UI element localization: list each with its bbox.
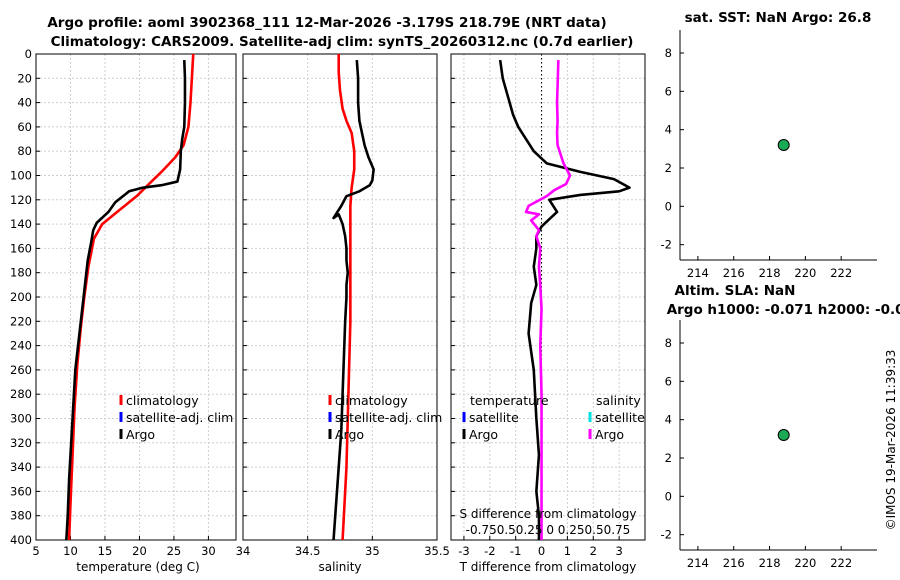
- difference-panel: -3 -2 -1 0 1 2 3 temperature satellite Argo salini…: [450, 53, 646, 558]
- temperature-xtick-label: 25: [167, 544, 182, 558]
- diff-legend-t-satellite-label: satellite: [469, 410, 519, 425]
- depth-tick-label: 380: [10, 509, 32, 523]
- salinity-series-climatology: [337, 54, 356, 541]
- depth-tick-label: 360: [10, 484, 32, 498]
- main-title-line2: Climatology: CARS2009. Satellite-adj cli…: [51, 34, 634, 50]
- depth-tick-label: 280: [10, 387, 32, 401]
- difference-xtick-label: 2: [590, 544, 597, 558]
- temperature-legend-climatology-label: climatology: [126, 393, 199, 408]
- difference-xtick-label: -1: [510, 544, 521, 558]
- sla-ytick-label: -2: [661, 528, 672, 542]
- salinity-xtick-label: 34: [236, 544, 251, 558]
- sla-ytick-label: 0: [665, 489, 672, 503]
- temperature-panel: 5 10 15 20 25 3002040608010012014016018020022…: [10, 47, 237, 558]
- sst-xtick-label: 220: [794, 266, 816, 280]
- salinity-legend-satellite-label: satellite-adj. clim: [335, 410, 442, 425]
- sla-xtick-label: 222: [830, 556, 852, 570]
- diff-legend-s-argo-label: Argo: [595, 427, 624, 442]
- temperature-legend-argo-label: Argo: [126, 427, 155, 442]
- diff-legend-salinity-heading: salinity: [596, 393, 641, 408]
- salinity-xtick-label: 35: [365, 544, 380, 558]
- sla-title-line1: Altim. SLA: NaN: [675, 283, 796, 299]
- sla-xtick-label: 220: [794, 556, 816, 570]
- sst-ytick-label: 2: [665, 161, 672, 175]
- sst-ytick-label: 0: [665, 199, 672, 213]
- sla-xtick-label: 216: [723, 556, 745, 570]
- sla-title-line2: Argo h1000: -0.071 h2000: -0.067: [667, 302, 900, 318]
- depth-tick-label: 140: [10, 217, 32, 231]
- depth-tick-label: 320: [10, 436, 32, 450]
- sst-point: [777, 139, 790, 151]
- depth-tick-label: 160: [10, 241, 32, 255]
- difference-xtick-label: 0: [538, 544, 545, 558]
- difference-series-t-argo: [498, 59, 631, 540]
- sst-title: sat. SST: NaN Argo: 26.8: [685, 10, 872, 26]
- depth-tick-label: 0: [25, 47, 32, 61]
- sst-ytick-label: 8: [665, 46, 672, 60]
- sla-ytick-label: 4: [665, 413, 672, 427]
- temperature-xtick-label: 30: [201, 544, 216, 558]
- difference-s-xlabel: S difference from climatology: [460, 507, 637, 521]
- difference-xtick-label: 1: [564, 544, 571, 558]
- diff-legend-s-satellite-label: satellite: [595, 410, 645, 425]
- depth-tick-label: 240: [10, 339, 32, 353]
- sst-xtick-label: 222: [830, 266, 852, 280]
- sla-xtick-label: 218: [759, 556, 781, 570]
- sst-ytick-label: -2: [661, 238, 672, 252]
- depth-tick-label: 340: [10, 460, 32, 474]
- salinity-panel: 34 34.5 35 35.5 climatology satellite-adj. cl…: [236, 53, 450, 558]
- depth-tick-label: 20: [17, 71, 32, 85]
- diff-legend-t-argo-label: Argo: [469, 427, 498, 442]
- depth-tick-label: 60: [17, 120, 32, 134]
- temperature-xtick-label: 5: [32, 544, 39, 558]
- salinity-xlabel: salinity: [318, 560, 361, 574]
- salinity-xtick-label: 35.5: [424, 544, 450, 558]
- temperature-xtick-label: 10: [63, 544, 78, 558]
- sst-xtick-label: 218: [759, 266, 781, 280]
- temperature-series-argo: [65, 60, 187, 541]
- difference-s-scale: -0.750.50.25 0 0.250.50.75: [466, 523, 631, 537]
- depth-tick-label: 260: [10, 363, 32, 377]
- depth-tick-label: 180: [10, 266, 32, 280]
- depth-tick-label: 100: [10, 169, 32, 183]
- salinity-series-argo: [332, 59, 375, 541]
- sst-ytick-label: 6: [665, 84, 672, 98]
- depth-tick-label: 220: [10, 314, 32, 328]
- temperature-series-climatology: [67, 53, 195, 541]
- salinity-xtick-label: 34.5: [295, 544, 321, 558]
- depth-tick-label: 80: [17, 144, 32, 158]
- temperature-legend-satellite-label: satellite-adj. clim: [126, 410, 233, 425]
- sla-xtick-label: 214: [687, 556, 709, 570]
- diff-legend-temperature-heading: temperature: [470, 393, 549, 408]
- sst-xtick-label: 214: [687, 266, 709, 280]
- depth-tick-label: 400: [10, 533, 32, 547]
- sla-ytick-label: 2: [665, 451, 672, 465]
- sla-panel: -2 0 2 4 6 8 214 216 218 220 222: [661, 320, 877, 570]
- difference-xtick-label: -2: [484, 544, 495, 558]
- difference-xtick-label: -3: [458, 544, 469, 558]
- depth-tick-label: 200: [10, 290, 32, 304]
- depth-tick-label: 40: [17, 96, 32, 110]
- temperature-xlabel: temperature (deg C): [76, 560, 199, 574]
- sla-ytick-label: 8: [665, 336, 672, 350]
- difference-series-s-argo: [524, 60, 572, 540]
- main-title-line1: Argo profile: aoml 3902368_111 12-Mar-20…: [47, 15, 606, 31]
- sla-point: [777, 429, 790, 441]
- difference-xtick-label: 3: [615, 544, 622, 558]
- depth-tick-label: 300: [10, 412, 32, 426]
- sst-panel: -2 0 2 4 6 8 214 216 218 220 222: [661, 30, 877, 280]
- salinity-legend-argo-label: Argo: [335, 427, 364, 442]
- credit-stamp: ©IMOS 19-Mar-2026 11:39:33: [884, 350, 898, 531]
- salinity-legend-climatology-label: climatology: [335, 393, 408, 408]
- sla-ytick-label: 6: [665, 374, 672, 388]
- sst-ytick-label: 4: [665, 123, 672, 137]
- depth-tick-label: 120: [10, 193, 32, 207]
- temperature-xtick-label: 20: [132, 544, 147, 558]
- sst-xtick-label: 216: [723, 266, 745, 280]
- difference-xlabel: T difference from climatology: [459, 560, 637, 574]
- temperature-xtick-label: 15: [98, 544, 113, 558]
